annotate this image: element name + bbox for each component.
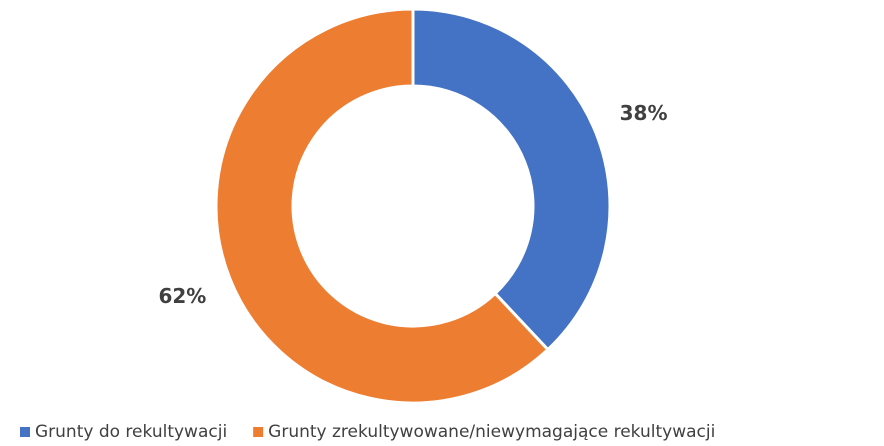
legend-label: Grunty do rekultywacji (35, 422, 227, 442)
donut-slice (411, 7, 612, 352)
legend-label: Grunty zrekultywowane/niewymagające reku… (268, 422, 715, 442)
donut-slice (214, 7, 550, 405)
legend-swatch (253, 427, 264, 437)
legend-swatch (20, 427, 30, 437)
data-label: 62% (158, 284, 206, 308)
data-label: 38% (620, 101, 668, 125)
